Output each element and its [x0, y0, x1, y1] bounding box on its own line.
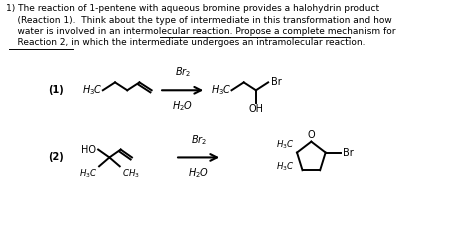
Text: OH: OH [248, 104, 264, 114]
Text: Br: Br [271, 77, 282, 87]
Text: (Reaction 1).  Think about the type of intermediate in this transformation and h: (Reaction 1). Think about the type of in… [6, 16, 392, 25]
Text: O: O [308, 130, 315, 140]
Text: $H_2O$: $H_2O$ [188, 166, 209, 180]
Text: (2): (2) [48, 153, 64, 162]
Text: $H_3C$: $H_3C$ [79, 167, 97, 180]
Text: $H_2O$: $H_2O$ [172, 99, 193, 113]
Text: (1): (1) [48, 85, 64, 95]
Text: $H_3C$: $H_3C$ [276, 160, 294, 173]
Text: $Br_2$: $Br_2$ [174, 66, 191, 79]
Text: water is involved in an intermolecular reaction. Propose a complete mechanism fo: water is involved in an intermolecular r… [6, 27, 396, 36]
Text: $Br_2$: $Br_2$ [191, 133, 207, 146]
Text: $H_3C$: $H_3C$ [276, 138, 294, 151]
Text: Br: Br [343, 148, 353, 157]
Text: Reaction 2, in which the intermediate undergoes an intramolecular reaction.: Reaction 2, in which the intermediate un… [6, 38, 365, 47]
Text: $H_3C$: $H_3C$ [211, 83, 231, 97]
Text: 1) The reaction of 1-pentene with aqueous bromine provides a halohydrin product: 1) The reaction of 1-pentene with aqueou… [6, 4, 379, 13]
Text: $CH_3$: $CH_3$ [122, 167, 139, 180]
Text: HO: HO [81, 144, 96, 155]
Text: $H_3C$: $H_3C$ [82, 83, 103, 97]
